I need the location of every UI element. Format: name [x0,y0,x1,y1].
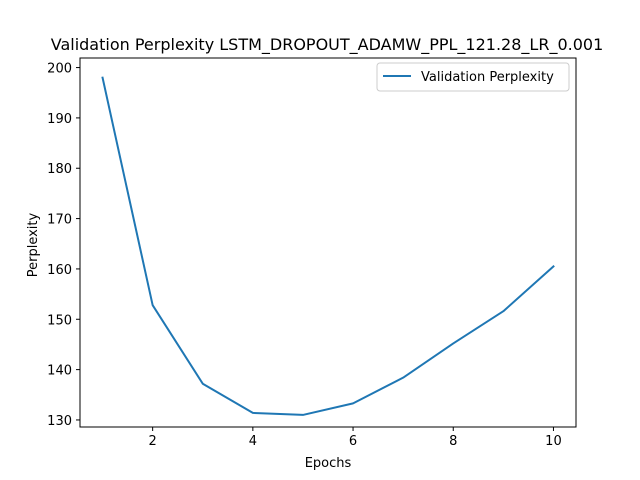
x-axis: 2 4 6 8 10 [149,427,562,449]
y-axis: 130 140 150 160 170 180 190 200 [47,62,80,429]
y-tick-label-190: 190 [47,112,72,127]
y-tick-label-150: 150 [47,313,72,328]
y-tick-label-180: 180 [47,162,72,177]
series-layer [101,76,555,416]
x-tick-label-4: 4 [249,434,257,449]
plot-area [80,58,576,427]
x-tick-label-10: 10 [545,434,562,449]
y-tick-label-130: 130 [47,414,72,429]
y-tick-label-200: 200 [47,62,72,77]
y-tick-label-160: 160 [47,263,72,278]
legend-box [376,62,570,92]
legend: Validation Perplexity [376,62,570,92]
y-tick-label-170: 170 [47,213,72,228]
y-tick-label-140: 140 [47,364,72,379]
series-line-validation-perplexity [101,76,555,416]
plot-frame [79,57,577,428]
x-tick-label-8: 8 [449,434,457,449]
x-axis-label: Epochs [305,456,352,471]
x-tick-label-6: 6 [349,434,357,449]
y-axis-label: Perplexity [26,212,41,277]
x-tick-label-2: 2 [149,434,157,449]
legend-label-validation-perplexity: Validation Perplexity [421,70,554,85]
chart-title: Validation Perplexity LSTM_DROPOUT_ADAMW… [51,35,604,55]
